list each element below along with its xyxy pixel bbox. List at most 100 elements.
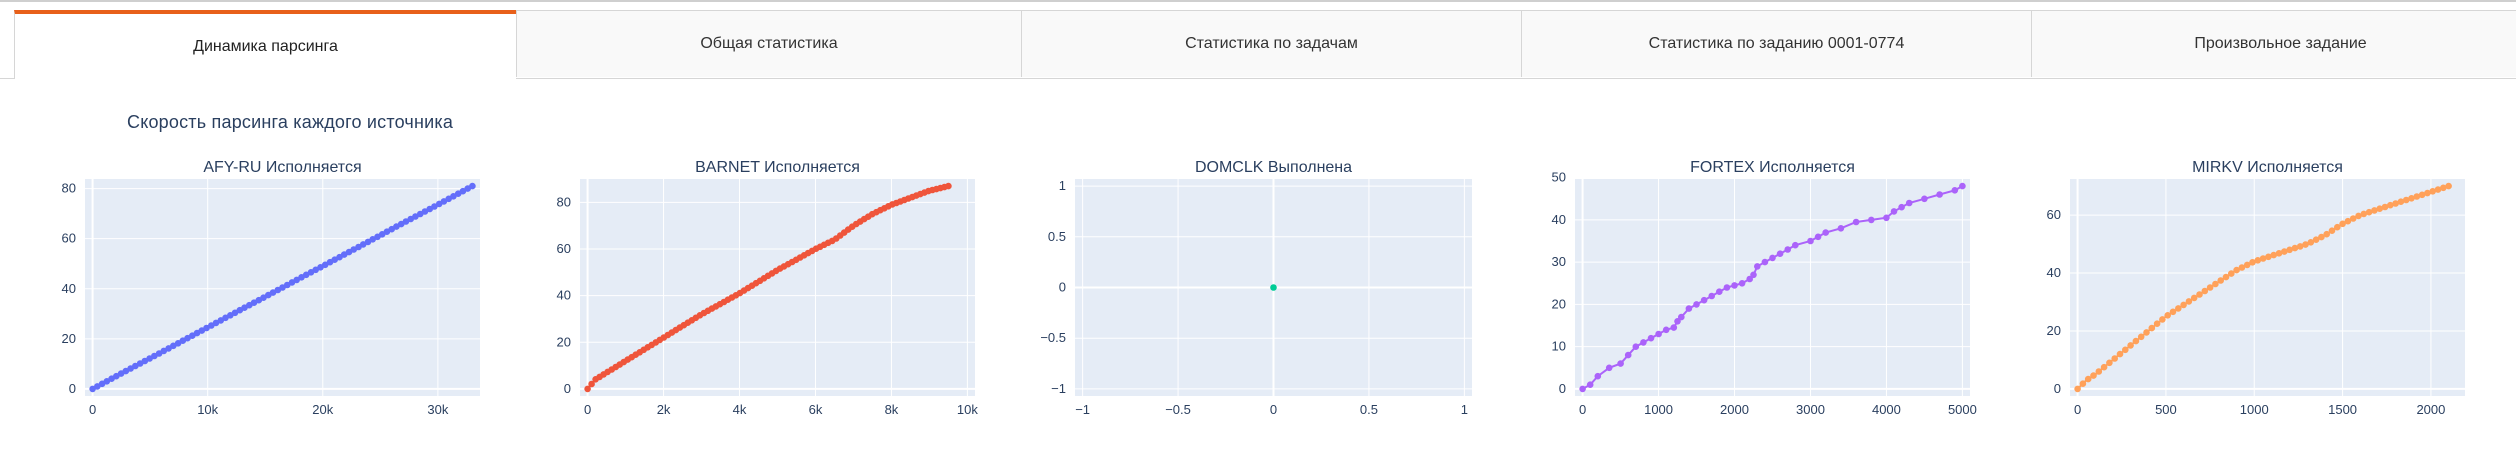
data-point (1750, 271, 1757, 279)
data-point (2116, 350, 2124, 358)
data-point (2365, 208, 2373, 216)
data-point (1670, 324, 1678, 331)
data-point (2270, 251, 2277, 259)
data-point (2286, 246, 2293, 254)
data-point (1723, 284, 1731, 291)
data-point (2243, 261, 2251, 269)
y-tick-label: 80 (62, 181, 76, 196)
y-tick-label: 60 (62, 231, 76, 246)
data-point (2180, 301, 2187, 309)
tab-custom-assignment[interactable]: Произвольное задание (2031, 10, 2516, 77)
data-point (2302, 241, 2309, 248)
data-point (2090, 372, 2097, 379)
data-point (1776, 250, 1784, 257)
data-point (1792, 241, 1799, 249)
data-point (2127, 342, 2134, 349)
data-point (1632, 343, 1640, 351)
y-tick-label: 60 (557, 241, 571, 256)
data-point (2164, 312, 2171, 319)
data-point (2339, 220, 2346, 228)
y-tick-label: 0 (2054, 381, 2061, 396)
data-point (1784, 246, 1791, 253)
data-point (1936, 191, 1943, 198)
data-point (1769, 254, 1776, 262)
y-tick-label: 0.5 (1048, 229, 1066, 244)
tab-task-stats[interactable]: Статистика по задачам (1021, 10, 1521, 77)
y-tick-label: 40 (2047, 265, 2061, 280)
data-point (1685, 305, 1693, 312)
data-point (2323, 230, 2330, 238)
chart-title: AFY-RU Исполняется (203, 159, 361, 176)
data-point (2201, 287, 2209, 295)
data-point (1814, 233, 1822, 241)
data-point (1951, 187, 1959, 194)
data-point (2222, 273, 2230, 281)
y-tick-label: 0 (1559, 381, 1566, 396)
data-point (2429, 188, 2436, 195)
data-point (2122, 346, 2129, 354)
data-point (2387, 201, 2394, 209)
data-point (2100, 363, 2108, 371)
data-point (2275, 250, 2283, 257)
section-title: Скорость парсинга каждого источника (127, 112, 454, 132)
data-point (2153, 320, 2161, 328)
x-tick-label: 10k (957, 402, 978, 417)
data-point (2169, 308, 2177, 316)
data-point (2212, 280, 2219, 288)
data-point (2185, 298, 2193, 305)
x-tick-label: 1500 (2328, 402, 2357, 417)
y-tick-label: 20 (62, 331, 76, 346)
x-tick-label: 4000 (1872, 402, 1901, 417)
x-tick-label: 2000 (1720, 402, 1749, 417)
data-point (2095, 368, 2103, 375)
data-point (1731, 282, 1738, 289)
data-point (469, 182, 476, 190)
tab-assignment-stats[interactable]: Статистика по заданию 0001-0774 (1521, 10, 2031, 77)
x-tick-label: 0 (2074, 402, 2081, 417)
data-point (2355, 212, 2362, 220)
x-tick-label: 10k (197, 402, 218, 417)
data-point (1868, 216, 1875, 224)
data-point (2106, 359, 2113, 367)
data-point (1579, 385, 1586, 393)
data-point (2397, 198, 2405, 205)
x-tick-label: 20k (312, 402, 333, 417)
data-point (2371, 207, 2378, 214)
y-tick-label: 20 (557, 334, 571, 349)
data-point (588, 380, 595, 388)
y-tick-label: 40 (557, 288, 571, 303)
chart-3: 0 10 20 30 40 50 0 1000 2000 3000 4000 5000 FORTEX И… (1552, 159, 1977, 417)
data-point (2175, 305, 2182, 312)
data-point (1738, 280, 1746, 287)
data-point (1594, 372, 1602, 380)
y-tick-label: 20 (2047, 323, 2061, 338)
data-point (2238, 264, 2246, 271)
data-point (2074, 385, 2081, 393)
chart-title: FORTEX Исполняется (1690, 159, 1855, 176)
data-point (1674, 318, 1681, 325)
data-point (1700, 296, 1708, 304)
y-tick-label: 50 (1552, 170, 1566, 185)
data-point (1617, 360, 1624, 367)
tab-general-stats[interactable]: Общая статистика (516, 10, 1021, 77)
x-tick-label: 1 (1461, 402, 1468, 417)
data-point (2381, 203, 2389, 211)
chart-1: 0 20 40 60 80 0 2k 4k 6k 8k 10k BARNET Исполняется (557, 159, 979, 417)
tab-parsing-dynamics[interactable]: Динамика парсинга (14, 10, 516, 79)
y-tick-label: 60 (2047, 207, 2061, 222)
data-point (2137, 333, 2145, 341)
data-point (1890, 208, 1898, 215)
data-point (1640, 339, 1647, 346)
x-tick-label: 0 (1579, 402, 1586, 417)
y-tick-label: 0 (1059, 280, 1066, 295)
data-point (2132, 337, 2140, 345)
y-tick-label: 20 (1552, 296, 1566, 311)
data-point (2418, 191, 2426, 199)
data-point (2111, 355, 2118, 362)
y-tick-label: −1 (1051, 381, 1066, 396)
data-point (1716, 288, 1723, 296)
x-tick-label: −1 (1075, 402, 1090, 417)
y-tick-label: 80 (557, 194, 571, 209)
data-point (1883, 214, 1890, 222)
data-point (2148, 324, 2156, 332)
